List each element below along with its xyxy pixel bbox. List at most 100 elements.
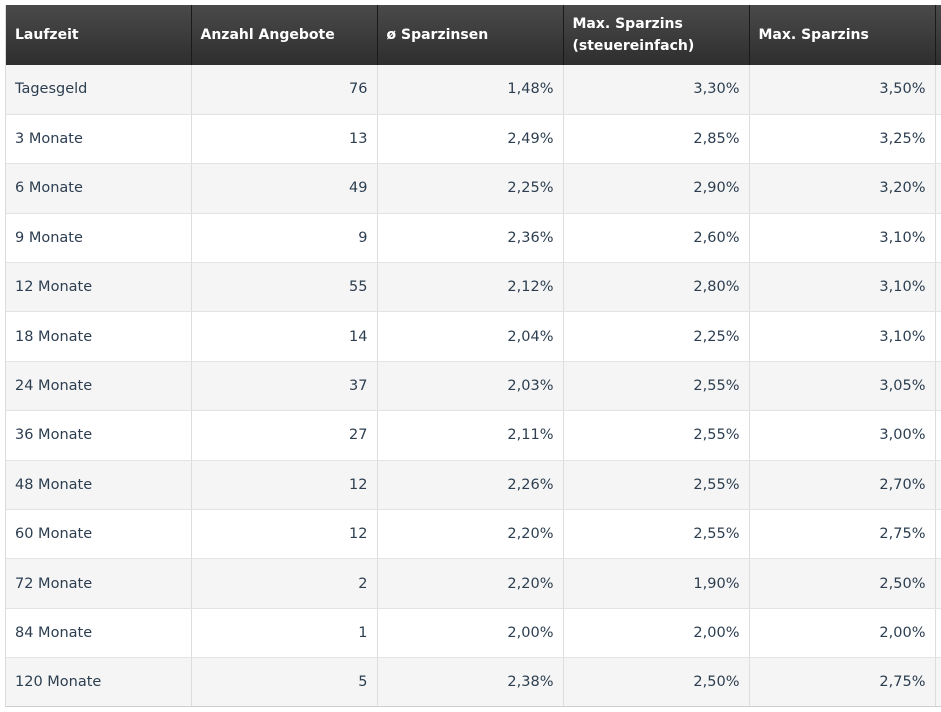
cell-anzahl-angebote: 5 bbox=[191, 657, 378, 706]
cell-anzahl-angebote: 49 bbox=[191, 163, 378, 214]
cell-laufzeit: 84 Monate bbox=[6, 608, 192, 659]
cell-max-sparzins: 3,20% bbox=[749, 163, 936, 214]
cell-anzahl-angebote: 2 bbox=[191, 558, 378, 609]
table-row: Tagesgeld 76 1,48% 3,30% 3,50% bbox=[6, 65, 941, 115]
cell-laufzeit: 72 Monate bbox=[6, 558, 192, 609]
header-avg-sparzinsen: ø Sparzinsen bbox=[377, 5, 564, 65]
cell-max-sparzins: 2,00% bbox=[749, 608, 936, 659]
cell-max-sparzins-steuereinfach: 2,55% bbox=[563, 460, 750, 511]
cell-max-sparzins-steuereinfach: 1,90% bbox=[563, 558, 750, 609]
cell-avg-sparzinsen: 2,00% bbox=[377, 608, 564, 659]
cell-max-sparzins: 2,50% bbox=[749, 558, 936, 609]
cell-max-sparzins-steuereinfach: 2,25% bbox=[563, 311, 750, 362]
cell-anzahl-angebote: 9 bbox=[191, 213, 378, 264]
header-anzahl-angebote: Anzahl Angebote bbox=[191, 5, 378, 65]
table-row: 18 Monate 14 2,04% 2,25% 3,10% bbox=[6, 311, 941, 362]
table-row: 6 Monate 49 2,25% 2,90% 3,20% bbox=[6, 163, 941, 214]
cell-avg-sparzinsen: 2,36% bbox=[377, 213, 564, 264]
table-row: 3 Monate 13 2,49% 2,85% 3,25% bbox=[6, 114, 941, 165]
cell-avg-sparzinsen: 2,03% bbox=[377, 361, 564, 412]
overflow-cell bbox=[935, 213, 941, 264]
cell-max-sparzins-steuereinfach: 2,55% bbox=[563, 509, 750, 560]
savings-rates-table-container: Laufzeit Anzahl Angebote ø Sparzinsen Max. … bbox=[5, 5, 941, 707]
cell-max-sparzins: 2,75% bbox=[749, 657, 936, 706]
header-row: Laufzeit Anzahl Angebote ø Sparzinsen Max. … bbox=[6, 5, 941, 65]
overflow-cell bbox=[935, 657, 941, 706]
cell-max-sparzins: 3,10% bbox=[749, 311, 936, 362]
cell-anzahl-angebote: 27 bbox=[191, 410, 378, 461]
cell-laufzeit: 120 Monate bbox=[6, 657, 192, 706]
cell-anzahl-angebote: 55 bbox=[191, 262, 378, 313]
table-body: Tagesgeld 76 1,48% 3,30% 3,50% 3 Monate 13 2,49… bbox=[6, 65, 941, 706]
cell-max-sparzins-steuereinfach: 3,30% bbox=[563, 65, 750, 115]
overflow-cell bbox=[935, 460, 941, 511]
cell-max-sparzins-steuereinfach: 2,50% bbox=[563, 657, 750, 706]
cell-avg-sparzinsen: 2,38% bbox=[377, 657, 564, 706]
header-max-sparzins-steuereinfach: Max. Sparzins (steuereinfach) bbox=[563, 5, 750, 65]
cell-avg-sparzinsen: 2,20% bbox=[377, 558, 564, 609]
table-row: 60 Monate 12 2,20% 2,55% 2,75% bbox=[6, 509, 941, 560]
cell-max-sparzins-steuereinfach: 2,60% bbox=[563, 213, 750, 264]
table-row: 84 Monate 1 2,00% 2,00% 2,00% bbox=[6, 608, 941, 659]
cell-max-sparzins: 3,10% bbox=[749, 213, 936, 264]
overflow-cell bbox=[935, 361, 941, 412]
overflow-cell bbox=[935, 509, 941, 560]
overflow-cell bbox=[935, 114, 941, 165]
cell-avg-sparzinsen: 2,11% bbox=[377, 410, 564, 461]
cell-max-sparzins-steuereinfach: 2,80% bbox=[563, 262, 750, 313]
cell-avg-sparzinsen: 2,25% bbox=[377, 163, 564, 214]
cell-laufzeit: 3 Monate bbox=[6, 114, 192, 165]
cell-laufzeit: 48 Monate bbox=[6, 460, 192, 511]
cell-anzahl-angebote: 1 bbox=[191, 608, 378, 659]
cell-anzahl-angebote: 13 bbox=[191, 114, 378, 165]
cell-anzahl-angebote: 37 bbox=[191, 361, 378, 412]
header-overflow-cell bbox=[935, 5, 941, 65]
cell-laufzeit: 60 Monate bbox=[6, 509, 192, 560]
table-row: 36 Monate 27 2,11% 2,55% 3,00% bbox=[6, 410, 941, 461]
cell-anzahl-angebote: 12 bbox=[191, 460, 378, 511]
cell-max-sparzins-steuereinfach: 2,85% bbox=[563, 114, 750, 165]
cell-laufzeit: 6 Monate bbox=[6, 163, 192, 214]
cell-anzahl-angebote: 76 bbox=[191, 65, 378, 115]
cell-laufzeit: 36 Monate bbox=[6, 410, 192, 461]
cell-laufzeit: 18 Monate bbox=[6, 311, 192, 362]
cell-laufzeit: 24 Monate bbox=[6, 361, 192, 412]
cell-max-sparzins: 2,70% bbox=[749, 460, 936, 511]
table-row: 9 Monate 9 2,36% 2,60% 3,10% bbox=[6, 213, 941, 264]
cell-max-sparzins-steuereinfach: 2,55% bbox=[563, 361, 750, 412]
savings-rates-table: Laufzeit Anzahl Angebote ø Sparzinsen Max. … bbox=[6, 5, 941, 706]
overflow-cell bbox=[935, 163, 941, 214]
table-row: 12 Monate 55 2,12% 2,80% 3,10% bbox=[6, 262, 941, 313]
cell-avg-sparzinsen: 2,49% bbox=[377, 114, 564, 165]
overflow-cell bbox=[935, 608, 941, 659]
cell-laufzeit: 12 Monate bbox=[6, 262, 192, 313]
table-header: Laufzeit Anzahl Angebote ø Sparzinsen Max. … bbox=[6, 5, 941, 65]
cell-max-sparzins: 3,25% bbox=[749, 114, 936, 165]
cell-max-sparzins: 3,00% bbox=[749, 410, 936, 461]
overflow-cell bbox=[935, 65, 941, 115]
cell-avg-sparzinsen: 2,20% bbox=[377, 509, 564, 560]
header-laufzeit: Laufzeit bbox=[6, 5, 192, 65]
cell-max-sparzins-steuereinfach: 2,90% bbox=[563, 163, 750, 214]
cell-max-sparzins-steuereinfach: 2,55% bbox=[563, 410, 750, 461]
cell-anzahl-angebote: 12 bbox=[191, 509, 378, 560]
cell-avg-sparzinsen: 2,26% bbox=[377, 460, 564, 511]
cell-laufzeit: Tagesgeld bbox=[6, 65, 192, 115]
cell-laufzeit: 9 Monate bbox=[6, 213, 192, 264]
cell-max-sparzins: 3,10% bbox=[749, 262, 936, 313]
table-row: 72 Monate 2 2,20% 1,90% 2,50% bbox=[6, 558, 941, 609]
cell-max-sparzins: 3,50% bbox=[749, 65, 936, 115]
table-row: 120 Monate 5 2,38% 2,50% 2,75% bbox=[6, 657, 941, 706]
overflow-cell bbox=[935, 262, 941, 313]
overflow-cell bbox=[935, 410, 941, 461]
overflow-cell bbox=[935, 558, 941, 609]
cell-avg-sparzinsen: 2,12% bbox=[377, 262, 564, 313]
cell-avg-sparzinsen: 2,04% bbox=[377, 311, 564, 362]
cell-anzahl-angebote: 14 bbox=[191, 311, 378, 362]
header-max-sparzins: Max. Sparzins bbox=[749, 5, 936, 65]
overflow-cell bbox=[935, 311, 941, 362]
cell-max-sparzins: 3,05% bbox=[749, 361, 936, 412]
table-row: 48 Monate 12 2,26% 2,55% 2,70% bbox=[6, 460, 941, 511]
cell-max-sparzins: 2,75% bbox=[749, 509, 936, 560]
cell-max-sparzins-steuereinfach: 2,00% bbox=[563, 608, 750, 659]
